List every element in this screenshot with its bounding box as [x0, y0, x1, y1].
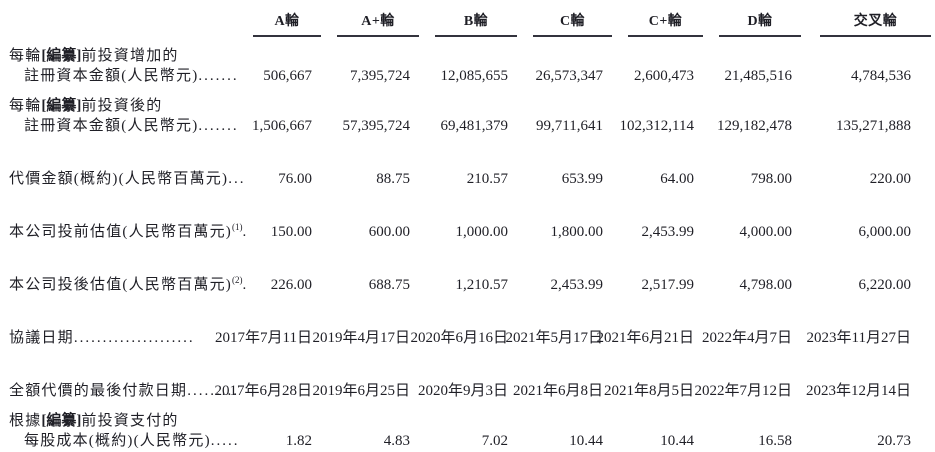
table-cell: 88.75	[376, 171, 410, 187]
table-cell: 4.83	[383, 433, 410, 449]
footnote-marker: (2)	[232, 275, 243, 285]
row-label: 協議日期.....................	[9, 330, 195, 346]
table-row-post-money-valuation: 本公司投後估值(人民幣百萬元)(2). 226.00 688.75 1,210.…	[8, 243, 935, 296]
table-cell: 2,453.99	[550, 277, 604, 293]
table-cell: 6,220.00	[858, 277, 912, 293]
table-cell: 226.00	[270, 277, 312, 293]
table-cell: 506,667	[263, 68, 312, 84]
table-cell: 688.75	[368, 277, 410, 293]
table-cell: 26,573,347	[535, 68, 604, 84]
table-cell: 57,395,724	[342, 118, 411, 134]
table-cell: 102,312,114	[619, 118, 694, 134]
table-cell: 69,481,379	[440, 118, 509, 134]
dot-leader: .....................	[73, 330, 195, 346]
table-cell: 1,800.00	[550, 224, 604, 240]
table-cell: 2,600,473	[634, 68, 694, 84]
table-cell: 2017年6月28日	[214, 383, 312, 399]
table-cell: 6,000.00	[858, 224, 912, 240]
column-header-b-round: B輪	[428, 6, 526, 37]
table-row-registered-capital-increase: 每輪[編纂]前投資增加的 註冊資本金額(人民幣元)....... 506,667…	[8, 37, 935, 87]
dot-leader: .....	[210, 433, 240, 449]
row-label: 代價金額(概約)(人民幣百萬元)...	[9, 171, 246, 187]
table-cell: 220.00	[869, 171, 911, 187]
dot-leader: .......	[198, 118, 239, 134]
funding-rounds-table: A輪 A+輪 B輪 C輪 C+輪 D輪 交叉輪 每輪[編纂]前投資增加的 註冊資…	[8, 6, 935, 452]
table-row-pre-money-valuation: 本公司投前估值(人民幣百萬元)(1). 150.00 600.00 1,000.…	[8, 190, 935, 243]
table-cell: 7.02	[481, 433, 508, 449]
table-cell: 150.00	[270, 224, 312, 240]
row-label: 本公司投前估值(人民幣百萬元)(1).	[9, 222, 249, 240]
table-cell: 10.44	[660, 433, 694, 449]
column-header-c-round: C輪	[526, 6, 621, 37]
table-row-registered-capital-after: 每輪[編纂]前投資後的 註冊資本金額(人民幣元)....... 1,506,66…	[8, 87, 935, 137]
table-row-cost-per-share: 根據[編纂]前投資支付的 每股成本(概約)(人民幣元)..... 1.82 4.…	[8, 402, 935, 452]
dot-leader: .......	[198, 68, 239, 84]
table-cell: 2017年7月11日	[215, 330, 312, 346]
table-cell: 2022年4月7日	[701, 330, 792, 346]
table-cell: 2019年6月25日	[312, 383, 410, 399]
table-cell: 16.58	[758, 433, 792, 449]
table-cell: 76.00	[278, 171, 312, 187]
header-spacer	[8, 6, 246, 37]
row-label: 本公司投後估值(人民幣百萬元)(2).	[9, 275, 249, 293]
table-cell: 129,182,478	[717, 118, 792, 134]
table-cell: 20.73	[877, 433, 911, 449]
table-cell: 4,784,536	[851, 68, 911, 84]
dot-leader: .	[242, 224, 249, 240]
column-header-a-round: A輪	[246, 6, 330, 37]
row-label: 根據[編纂]前投資支付的 每股成本(概約)(人民幣元).....	[9, 413, 240, 449]
dot-leader: ...	[228, 171, 246, 187]
table-cell: 2020年6月16日	[410, 330, 508, 346]
table-cell: 12,085,655	[440, 68, 509, 84]
table-cell: 64.00	[660, 171, 694, 187]
table-cell: 10.44	[569, 433, 603, 449]
table-cell: 2023年11月27日	[806, 330, 911, 346]
table-cell: 7,395,724	[350, 68, 410, 84]
table-cell: 600.00	[368, 224, 410, 240]
table-row-agreement-date: 協議日期..................... 2017年7月11日 201…	[8, 296, 935, 349]
dot-leader: .	[242, 277, 249, 293]
dot-leader: .........	[187, 383, 239, 399]
table-cell: 2021年6月8日	[512, 383, 603, 399]
table-cell: 2021年6月21日	[596, 330, 694, 346]
table-cell: 1,506,667	[252, 118, 312, 134]
column-header-c-plus-round: C+輪	[621, 6, 712, 37]
table-cell: 2023年12月14日	[805, 383, 911, 399]
table-cell: 21,485,516	[724, 68, 793, 84]
column-header-a-plus-round: A+輪	[330, 6, 428, 37]
header-row: A輪 A+輪 B輪 C輪 C+輪 D輪 交叉輪	[8, 6, 935, 37]
table-cell: 2021年5月17日	[505, 330, 603, 346]
table-cell: 2022年7月12日	[694, 383, 792, 399]
table-cell: 2,453.99	[641, 224, 695, 240]
column-header-crossover-round: 交叉輪	[810, 6, 935, 37]
table-cell: 2019年4月17日	[312, 330, 410, 346]
table-cell: 135,271,888	[836, 118, 911, 134]
redacted-tag: [編纂]	[41, 413, 82, 429]
table-cell: 1,210.57	[455, 277, 509, 293]
table-row-final-payment-date: 全額代價的最後付款日期......... 2017年6月28日 2019年6月2…	[8, 349, 935, 402]
table-cell: 99,711,641	[536, 118, 603, 134]
row-label: 全額代價的最後付款日期.........	[9, 383, 239, 399]
row-label: 每輪[編纂]前投資增加的 註冊資本金額(人民幣元).......	[9, 48, 239, 84]
table-row-consideration-amount: 代價金額(概約)(人民幣百萬元)... 76.00 88.75 210.57 6…	[8, 137, 935, 190]
table-cell: 798.00	[750, 171, 792, 187]
table-cell: 653.99	[561, 171, 603, 187]
table-cell: 210.57	[466, 171, 508, 187]
footnote-marker: (1)	[232, 222, 243, 232]
table-cell: 2021年8月5日	[603, 383, 694, 399]
table-cell: 4,000.00	[739, 224, 793, 240]
table-cell: 1.82	[285, 433, 312, 449]
redacted-tag: [編纂]	[41, 48, 82, 64]
row-label: 每輪[編纂]前投資後的 註冊資本金額(人民幣元).......	[9, 98, 239, 134]
table-cell: 4,798.00	[739, 277, 793, 293]
table-cell: 2020年9月3日	[417, 383, 508, 399]
column-header-d-round: D輪	[712, 6, 810, 37]
table-cell: 1,000.00	[455, 224, 509, 240]
redacted-tag: [編纂]	[41, 98, 82, 114]
table-cell: 2,517.99	[641, 277, 695, 293]
